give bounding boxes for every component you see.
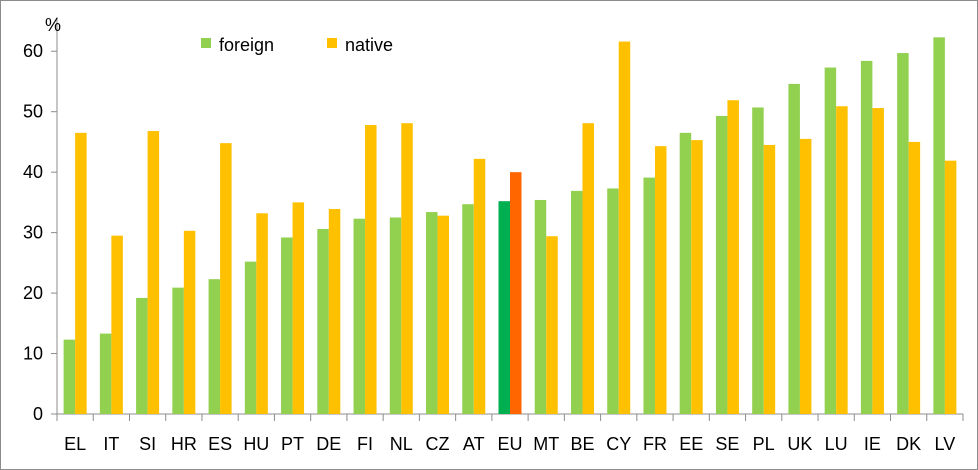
x-tick-label-lu: LU [825,434,848,454]
x-tick-label-de: DE [316,434,341,454]
bar-native-eu [510,172,522,414]
bar-foreign-el [63,339,76,414]
x-tick-label-it: IT [103,434,119,454]
bar-native-it [111,235,123,414]
x-tick-label-at: AT [463,434,485,454]
bar-foreign-it [99,333,112,414]
y-tick-label: 20 [23,283,43,303]
bar-native-ee [691,140,703,414]
y-tick-label: 50 [23,102,43,122]
bar-native-de [328,209,341,414]
bar-foreign-mt [534,199,547,414]
x-tick-label-se: SE [715,434,739,454]
bar-foreign-cy [607,188,619,414]
y-tick-label: 40 [23,162,43,182]
x-axis: EL IT SI HR ES HU PT DE FI NL CZ AT EU MT BE CY FR EE SE PL… [56,413,964,454]
x-tick-label-be: BE [570,434,594,454]
y-axis: 0 10 20 30 40 50 60 [23,17,58,424]
x-tick-label-dk: DK [896,434,921,454]
bar-native-el [75,132,87,414]
x-tick-label-eu: EU [497,434,522,454]
bar-foreign-cz [426,212,438,414]
bar-foreign-lv [933,37,945,414]
bar-foreign-fr [643,177,655,414]
x-tick-label-ie: IE [864,434,881,454]
bar-native-es [220,143,232,414]
x-tick-label-cy: CY [606,434,631,454]
bar-foreign-fi [353,218,366,414]
bar-native-se [727,100,739,414]
bars [63,37,957,415]
bar-native-dk [908,141,921,414]
bar-native-hr [183,230,196,414]
legend-swatch-native [327,38,337,48]
bar-foreign-hu [244,261,257,414]
bar-foreign-nl [389,217,402,414]
legend-swatch-foreign [201,38,211,48]
bar-native-hu [256,213,268,414]
x-tick-label-fr: FR [643,434,667,454]
bar-foreign-pt [281,237,293,414]
bar-native-si [147,131,160,415]
bar-native-pl [763,144,776,414]
bar-foreign-be [570,190,583,414]
bar-native-mt [546,236,558,414]
x-tick-label-fi: FI [357,434,373,454]
bar-foreign-lu [824,67,837,414]
bar-foreign-es [208,279,221,414]
x-tick-label-lv: LV [935,434,956,454]
x-tick-label-nl: NL [390,434,413,454]
x-tick-label-si: SI [139,434,156,454]
x-tick-label-es: ES [208,434,232,454]
x-tick-label-hr: HR [171,434,197,454]
bar-foreign-at [462,204,474,414]
legend: foreign native [201,35,393,55]
bar-foreign-eu [498,201,510,414]
bar-native-lv [944,160,957,414]
bar-foreign-dk [897,53,909,414]
y-tick-label: 0 [33,404,43,424]
x-tick-label-ee: EE [679,434,703,454]
bar-foreign-hr [172,287,184,414]
bar-foreign-se [715,115,728,414]
bar-native-fi [365,124,377,415]
bar-native-pt [292,202,305,414]
y-tick-label: 30 [23,223,43,243]
bar-foreign-ee [679,132,692,414]
x-tick-label-cz: CZ [426,434,450,454]
legend-label-foreign: foreign [219,35,274,55]
x-tick-label-hu: HU [243,434,269,454]
y-tick-label: 60 [23,41,43,61]
bar-foreign-pl [752,107,764,415]
bar-native-nl [401,123,413,415]
bar-native-at [473,158,486,414]
bar-foreign-uk [788,83,800,414]
bar-native-fr [654,146,667,414]
bar-native-lu [836,106,848,415]
x-tick-label-uk: UK [787,434,812,454]
x-tick-label-mt: MT [533,434,559,454]
bar-native-cz [437,215,450,414]
bar-foreign-ie [860,60,873,415]
x-tick-label-pt: PT [281,434,304,454]
x-tick-label-pl: PL [753,434,775,454]
bar-native-ie [872,108,884,415]
bar-native-be [582,123,594,415]
bar-foreign-si [136,297,148,414]
x-tick-label-el: EL [64,434,86,454]
y-axis-unit-label: % [45,15,61,35]
bar-native-uk [799,138,812,414]
y-tick-label: 10 [23,344,43,364]
bar-native-cy [618,41,631,415]
bar-foreign-de [317,228,329,414]
legend-label-native: native [345,35,393,55]
